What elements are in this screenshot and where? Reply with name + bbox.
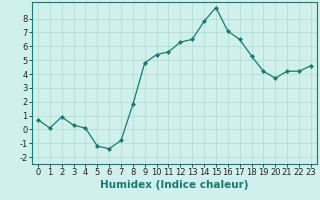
X-axis label: Humidex (Indice chaleur): Humidex (Indice chaleur) (100, 180, 249, 190)
